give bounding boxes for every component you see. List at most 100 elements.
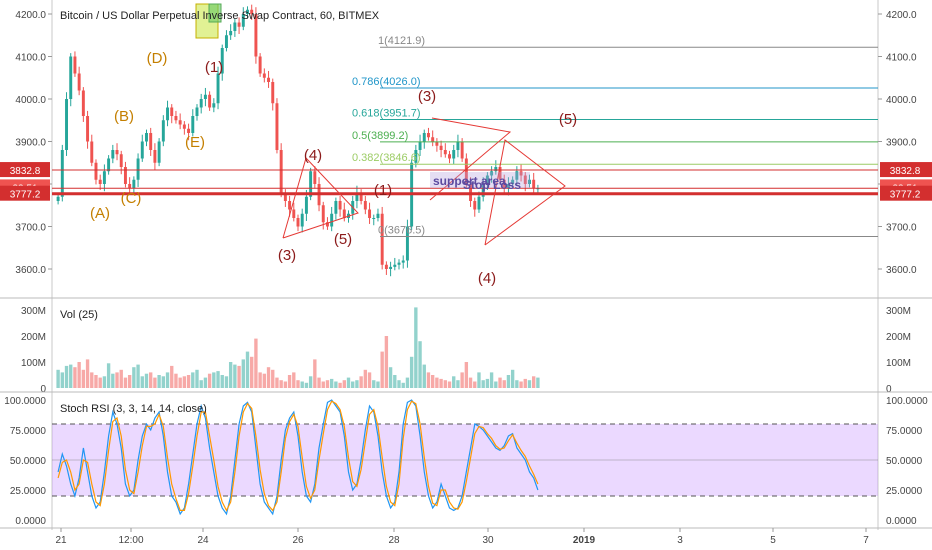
candle-body (481, 184, 485, 197)
candle-body (111, 150, 115, 159)
volume-bar (85, 359, 90, 388)
price-tick-label-right: 3600.0 (886, 265, 917, 276)
volume-tick-label-right: 100M (886, 358, 911, 369)
volume-bar (81, 369, 86, 388)
volume-bar (443, 380, 447, 388)
volume-bar (536, 377, 540, 388)
candle-body (178, 120, 182, 125)
volume-bar (287, 375, 292, 388)
candle-body (330, 213, 334, 227)
volume-bar (468, 377, 473, 388)
volume-bar (191, 372, 195, 388)
volume-bar (502, 380, 506, 388)
volume-bar (94, 375, 98, 388)
volume-bar (510, 369, 515, 388)
candle-body (86, 116, 90, 142)
fib-level-label: 0.786(4026.0) (352, 76, 421, 88)
price-tick-label-left: 4100.0 (15, 53, 46, 64)
candle-body (241, 14, 245, 27)
volume-bar (422, 364, 426, 388)
time-tick-label: 24 (197, 535, 209, 546)
price-label-right-bg (880, 162, 932, 178)
volume-bar (283, 381, 288, 388)
volume-bar (418, 341, 422, 388)
volume-bar (64, 365, 69, 388)
stoch-tick-label-right: 100.0000 (886, 396, 928, 407)
chart-title: Bitcoin / US Dollar Perpetual Inverse Sw… (60, 10, 380, 22)
candle-body (300, 213, 304, 227)
price-label-right-bg (880, 185, 932, 201)
candle-body (515, 171, 519, 180)
volume-tick-label-right: 200M (886, 332, 911, 343)
volume-bar (325, 380, 330, 388)
volume-bar (439, 378, 443, 388)
price-tick-label-left: 3700.0 (15, 223, 46, 234)
candle-body (355, 192, 359, 201)
volume-bar (473, 381, 477, 388)
volume-bar (195, 369, 199, 388)
volume-bar (140, 376, 144, 388)
candle-body (191, 116, 195, 133)
candle-body (182, 124, 186, 129)
volume-bar (241, 359, 245, 388)
volume-tick-label-left: 0 (40, 384, 46, 395)
support-area-box (430, 172, 530, 188)
candle-body (145, 133, 148, 142)
volume-bar (186, 375, 191, 388)
time-tick-label: 30 (482, 535, 494, 546)
volume-bar (136, 364, 140, 388)
volume-tick-label-left: 300M (21, 306, 46, 317)
volume-bar (157, 375, 161, 388)
wedge-drawing (429, 117, 512, 201)
candle-body (123, 167, 127, 184)
wave-label: (E) (185, 134, 205, 151)
candle-body (199, 99, 203, 108)
volume-bar (258, 372, 262, 388)
volume-bar (372, 380, 376, 388)
volume-bar (317, 377, 321, 388)
candle-body (435, 141, 439, 146)
time-tick-label: 28 (388, 535, 400, 546)
candle-body (485, 175, 489, 184)
time-tick-label: 5 (770, 535, 776, 546)
candle-body (338, 201, 342, 210)
candle-body (313, 171, 317, 184)
volume-bar (527, 380, 532, 388)
candle-body (250, 9, 254, 14)
candle-body (136, 158, 140, 180)
volume-bar (182, 376, 187, 388)
price-label-left-bg (0, 185, 50, 201)
volume-tick-label-right: 300M (886, 306, 911, 317)
volume-bar (355, 380, 359, 388)
price-tick-label-right: 4200.0 (886, 10, 917, 21)
volume-bar (123, 377, 128, 388)
price-label-left-bg (0, 162, 50, 178)
volume-bar (262, 373, 267, 388)
trend-drawings (282, 117, 566, 246)
candle-body (77, 73, 81, 91)
volume-bar (212, 372, 216, 388)
volume-bar (532, 376, 536, 388)
candle-body (56, 196, 60, 201)
wave-label: (A) (90, 205, 110, 222)
candle-body (60, 150, 64, 197)
volume-bar (144, 373, 149, 388)
candle-body (452, 150, 456, 159)
candle-body (275, 103, 279, 150)
wave-label: (C) (121, 190, 142, 207)
price-tick-label-right: 4100.0 (886, 53, 917, 64)
candle-body (359, 192, 363, 201)
wave-label: (B) (114, 108, 134, 125)
candle-body (397, 262, 401, 265)
candle-body (363, 201, 367, 210)
candle-body (401, 260, 405, 263)
volume-bar (170, 365, 174, 388)
volume-bar (393, 375, 397, 388)
volume-bar (401, 382, 405, 388)
volume-bar (519, 381, 523, 388)
candle-body (140, 141, 144, 159)
stoch-tick-label-left: 25.0000 (10, 486, 47, 497)
volume-bar (245, 351, 250, 388)
volume-bar (334, 381, 338, 388)
volume-bar (409, 356, 414, 388)
